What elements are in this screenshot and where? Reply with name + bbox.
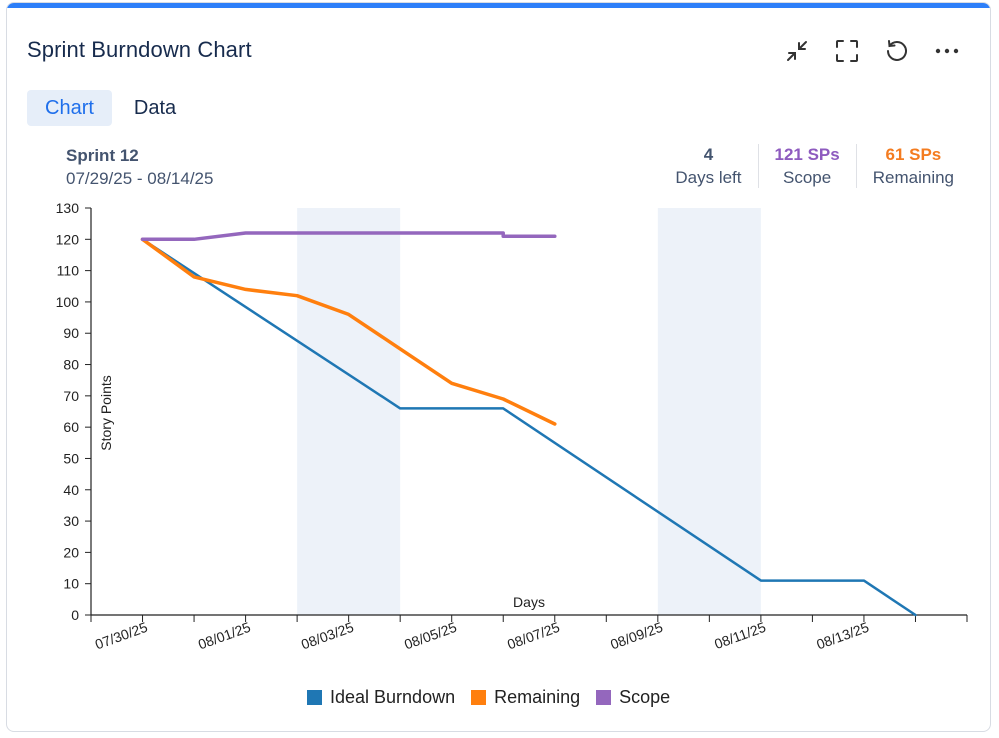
x-axis-label: Days: [513, 594, 545, 610]
x-tick-label-5: 08/09/25: [608, 619, 665, 653]
sprint-info: Sprint 12 07/29/25 - 08/14/25: [66, 146, 213, 189]
y-tick-label-60: 60: [63, 419, 79, 435]
stat-scope-value: 121 SPs: [774, 145, 840, 164]
legend-swatch-ideal: [307, 690, 322, 705]
refresh-button[interactable]: [882, 36, 912, 66]
stat-days-left: 4 Days left: [659, 144, 757, 188]
legend-swatch-remaining: [471, 690, 487, 705]
weekend-band-0: [297, 208, 401, 615]
x-tick-label-2: 08/03/25: [299, 619, 356, 653]
y-axis-label: Story Points: [98, 375, 114, 450]
tab-chart[interactable]: Chart: [27, 90, 112, 126]
fullscreen-icon: [836, 40, 858, 62]
card-accent-bar: [7, 3, 990, 8]
legend-label-ideal: Ideal Burndown: [330, 687, 456, 707]
y-tick-label-90: 90: [63, 325, 79, 341]
card-actions: [782, 36, 962, 66]
x-tick-label-6: 08/11/25: [712, 619, 768, 652]
legend-label-remaining: Remaining: [494, 687, 581, 707]
y-tick-label-40: 40: [63, 482, 79, 498]
stat-remaining-value: 61 SPs: [885, 145, 942, 164]
sprint-name: Sprint 12: [66, 146, 139, 165]
stat-remaining: 61 SPs Remaining: [855, 144, 970, 188]
x-tick-label-1: 08/01/25: [196, 619, 253, 653]
fullscreen-button[interactable]: [832, 36, 862, 66]
y-tick-label-50: 50: [63, 450, 79, 466]
legend-item-ideal[interactable]: Ideal Burndown: [307, 687, 455, 708]
more-options-button[interactable]: [932, 36, 962, 66]
y-tick-label-10: 10: [63, 576, 79, 592]
series-line-scope: [140, 231, 557, 242]
refresh-icon: [887, 40, 907, 61]
tab-data[interactable]: Data: [133, 96, 177, 119]
series-line-ideal: [141, 238, 917, 617]
legend-item-scope[interactable]: Scope: [596, 687, 670, 708]
view-tabs: Chart Data: [27, 90, 194, 126]
y-tick-label-80: 80: [63, 357, 79, 373]
x-tick-label-0: 07/30/25: [93, 619, 150, 653]
stat-scope: 121 SPs Scope: [757, 144, 856, 188]
collapse-icon: [787, 41, 807, 61]
y-tick-label-30: 30: [63, 513, 79, 529]
stat-remaining-label: Remaining: [872, 168, 954, 187]
x-tick-label-7: 08/13/25: [814, 619, 871, 653]
burndown-chart: 0 10 20 30 40 50 60 70 80 90 100 110 120 130 07/30/25 0…: [56, 200, 968, 653]
sprint-stats: 4 Days left 121 SPs Scope 61 SPs Remaini…: [659, 144, 970, 188]
chart-legend: Ideal Burndown Remaining Scope: [307, 687, 670, 708]
weekend-band-1: [657, 208, 761, 615]
y-tick-label-20: 20: [63, 544, 79, 560]
y-tick-label-120: 120: [56, 231, 80, 247]
card-title: Sprint Burndown Chart: [27, 37, 252, 62]
sprint-dates: 07/29/25 - 08/14/25: [66, 169, 214, 188]
legend-swatch-scope: [596, 690, 612, 705]
burndown-card: Sprint Burndown Chart: [6, 2, 991, 732]
y-tick-label-130: 130: [56, 200, 80, 216]
y-tick-label-100: 100: [56, 294, 80, 310]
series-line-remaining: [140, 237, 557, 426]
more-options-icon: [935, 48, 959, 54]
x-tick-label-3: 08/05/25: [402, 619, 459, 653]
y-tick-label-0: 0: [71, 607, 79, 623]
stat-scope-label: Scope: [783, 168, 832, 187]
collapse-button[interactable]: [782, 36, 812, 66]
stat-days-left-label: Days left: [675, 168, 742, 187]
x-tick-label-4: 08/07/25: [505, 619, 562, 653]
stat-days-left-value: 4: [703, 145, 714, 164]
y-tick-label-70: 70: [63, 388, 79, 404]
legend-label-scope: Scope: [619, 687, 671, 707]
legend-item-remaining[interactable]: Remaining: [471, 687, 580, 708]
y-tick-label-110: 110: [57, 263, 80, 279]
